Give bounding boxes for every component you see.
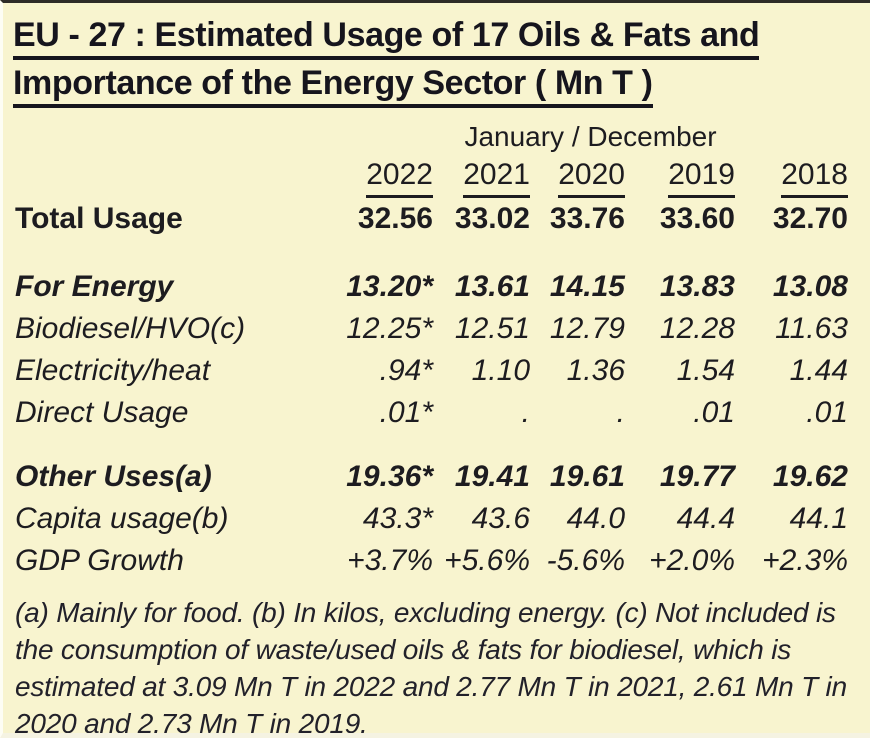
value-capita-usage-2019: 44.4 (676, 502, 735, 535)
value-direct-usage-2019: .01 (693, 396, 735, 429)
years-row-spacer (15, 156, 333, 198)
row-label-direct-usage: Direct Usage (15, 396, 189, 429)
row-label-total-usage: Total Usage (15, 202, 183, 235)
row-label-biodiesel-hvo: Biodiesel/HVO(c) (15, 312, 246, 345)
value-total-usage-2019: 33.60 (659, 202, 735, 235)
year-label: 2018 (781, 156, 848, 198)
year-column-2018: 2018 (735, 156, 848, 198)
row-label-capita-usage: Capita usage(b) (15, 502, 229, 535)
page-title-line-2: Importance of the Energy Sector ( Mn T ) (13, 64, 653, 108)
value-for-energy-2020: 14.15 (549, 270, 625, 303)
year-column-2019: 2019 (625, 156, 735, 198)
year-column-2022: 2022 (333, 156, 433, 198)
value-other-uses-2019: 19.77 (659, 460, 735, 493)
value-total-usage-2021: 33.02 (454, 202, 530, 235)
value-direct-usage-2021: . (521, 396, 530, 429)
value-direct-usage-2018: .01 (806, 396, 848, 429)
usage-table: January / December 2022 2021 2020 2019 2… (3, 120, 870, 582)
year-label: 2019 (668, 156, 735, 198)
year-column-2021: 2021 (433, 156, 530, 198)
value-electricity-2022: .94* (379, 354, 433, 387)
value-gdp-growth-2022: +3.7% (347, 544, 433, 577)
value-biodiesel-2018: 11.63 (775, 312, 848, 345)
value-other-uses-2018: 19.62 (772, 460, 848, 493)
year-label: 2020 (558, 156, 625, 198)
value-biodiesel-2020: 12.79 (549, 312, 625, 345)
value-capita-usage-2022: 43.3* (362, 502, 433, 535)
value-biodiesel-2022: 12.25* (346, 312, 433, 345)
value-other-uses-2022: 19.36* (346, 460, 433, 493)
value-biodiesel-2021: 12.51 (454, 312, 530, 345)
value-other-uses-2021: 19.41 (454, 460, 530, 493)
value-for-energy-2019: 13.83 (659, 270, 735, 303)
value-total-usage-2020: 33.76 (549, 202, 625, 235)
page-title-line-1: EU - 27 : Estimated Usage of 17 Oils & F… (13, 16, 760, 60)
value-electricity-2018: 1.44 (789, 354, 848, 387)
row-label-other-uses: Other Uses(a) (15, 460, 212, 493)
value-biodiesel-2019: 12.28 (659, 312, 735, 345)
value-capita-usage-2018: 44.1 (789, 502, 848, 535)
value-total-usage-2022: 32.56 (357, 202, 433, 235)
value-electricity-2020: 1.36 (566, 354, 625, 387)
value-for-energy-2018: 13.08 (772, 270, 848, 303)
value-gdp-growth-2018: +2.3% (762, 544, 848, 577)
row-label-gdp-growth: GDP Growth (15, 544, 184, 577)
value-direct-usage-2022: .01* (379, 396, 433, 429)
year-column-2020: 2020 (530, 156, 625, 198)
value-total-usage-2018: 32.70 (772, 202, 848, 235)
value-other-uses-2020: 19.61 (549, 460, 625, 493)
value-electricity-2019: 1.54 (676, 354, 735, 387)
value-for-energy-2022: 13.20* (346, 270, 433, 303)
year-label: 2022 (366, 156, 433, 198)
value-gdp-growth-2019: +2.0% (649, 544, 735, 577)
year-label: 2021 (463, 156, 530, 198)
value-electricity-2021: 1.10 (471, 354, 530, 387)
value-gdp-growth-2021: +5.6% (444, 544, 530, 577)
value-gdp-growth-2020: -5.6% (546, 544, 625, 577)
period-row-spacer (15, 120, 333, 156)
period-header: January / December (464, 121, 717, 152)
value-for-energy-2021: 13.61 (454, 270, 530, 303)
footnote: (a) Mainly for food. (b) In kilos, exclu… (15, 597, 847, 738)
page-title: EU - 27 : Estimated Usage of 17 Oils & F… (13, 12, 860, 108)
section-gap (15, 434, 848, 456)
value-capita-usage-2021: 43.6 (471, 502, 530, 535)
row-label-electricity-heat: Electricity/heat (15, 354, 211, 387)
value-capita-usage-2020: 44.0 (566, 502, 625, 535)
section-gap (15, 240, 848, 266)
value-direct-usage-2020: . (616, 396, 625, 429)
row-label-for-energy: For Energy (15, 270, 174, 303)
